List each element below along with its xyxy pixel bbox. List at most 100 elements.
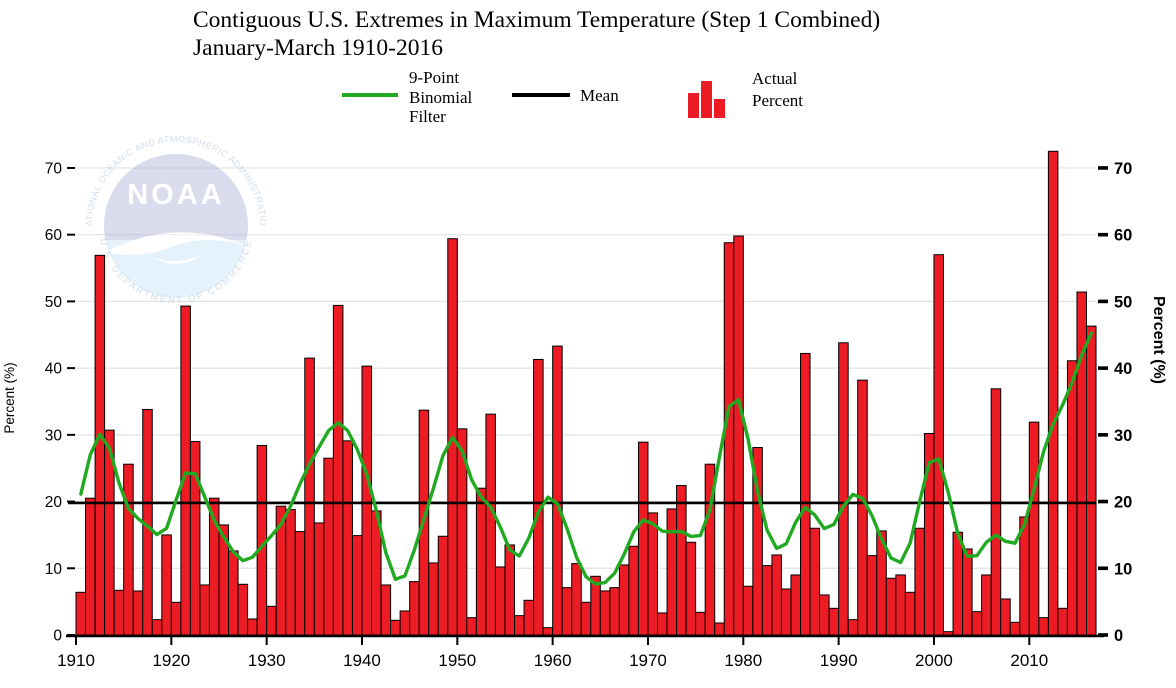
actual-label-line2: Percent: [752, 91, 803, 110]
right-tick-label-40: 40: [1114, 360, 1132, 378]
swatch-bar-1: [688, 93, 699, 118]
left-tick-label-70: 70: [45, 160, 63, 177]
noaa-acronym: NOAA: [127, 179, 224, 211]
x-tick-label-1920: 1920: [152, 651, 190, 670]
bar-1916: [132, 590, 144, 636]
bar-1918: [151, 619, 163, 636]
x-tick-label-1930: 1930: [248, 651, 286, 670]
x-tick-label-1940: 1940: [343, 651, 381, 670]
right-tick-label-60: 60: [1114, 227, 1132, 245]
bar-1979: [733, 235, 744, 636]
right-tick-label-50: 50: [1114, 293, 1132, 311]
bar-1936: [323, 457, 334, 636]
left-tick-label-50: 50: [45, 294, 63, 311]
noaa-logo-bird-icon: [105, 232, 247, 255]
bar-1966: [609, 587, 620, 636]
left-tick-label-0: 0: [53, 628, 62, 645]
bar-1969: [637, 441, 649, 636]
bar-1926: [228, 550, 239, 636]
lines-layer: [68, 331, 1097, 586]
bar-1984: [780, 588, 792, 636]
bar-1962: [571, 563, 582, 636]
bar-2005: [981, 574, 992, 636]
bar-1996: [895, 574, 906, 636]
bar-1971: [657, 612, 668, 636]
bar-1983: [771, 554, 782, 636]
chart-title: Contiguous U.S. Extremes in Maximum Temp…: [193, 6, 880, 62]
left-tick-label-30: 30: [45, 427, 63, 444]
bar-1923: [199, 584, 210, 636]
bar-1970: [647, 512, 659, 636]
bar-1921: [180, 305, 191, 636]
bar-1957: [523, 599, 535, 636]
bar-1975: [695, 611, 706, 636]
bar-1911: [85, 497, 96, 636]
x-tick-label-2000: 2000: [915, 651, 953, 670]
noaa-logo-sky: [104, 153, 249, 240]
bar-1928: [247, 618, 258, 636]
bar-1998: [914, 527, 925, 636]
bar-1922: [189, 441, 201, 636]
mean-line-swatch: [512, 93, 570, 97]
bar-1947: [428, 562, 439, 636]
bar-2013: [1057, 607, 1068, 636]
left-tick-label-60: 60: [45, 227, 63, 244]
bar-1914: [113, 589, 125, 636]
actual-legend-label: Actual Percent: [752, 68, 803, 112]
x-tick-label-1960: 1960: [534, 651, 572, 670]
bar-2014: [1066, 360, 1078, 636]
bar-1963: [580, 601, 592, 636]
filter-line-swatch: [342, 93, 398, 97]
filter-label-line1: 9-Point: [409, 68, 460, 87]
chart-title-line2: January-March 1910-2016: [193, 35, 443, 61]
bar-1939: [351, 535, 363, 636]
bar-1960: [552, 345, 563, 636]
right-tick-label-30: 30: [1114, 427, 1132, 445]
bar-1952: [475, 487, 487, 636]
left-tick-label-20: 20: [45, 494, 63, 511]
x-tick-label-1990: 1990: [820, 651, 858, 670]
bar-2001: [943, 631, 954, 636]
mean-legend-label: Mean: [580, 86, 619, 105]
bar-2010: [1028, 421, 1040, 636]
bar-1920: [170, 601, 182, 636]
right-axis-title: Percent (%): [1150, 296, 1167, 384]
bar-2012: [1047, 150, 1059, 636]
bars-layer: [75, 150, 1097, 636]
bar-1985: [790, 574, 801, 636]
bar-2008: [1009, 621, 1021, 636]
binomial-filter-line: [79, 331, 1094, 586]
bar-1980: [742, 585, 754, 636]
bar-2004: [971, 611, 983, 636]
bar-1972: [666, 508, 678, 636]
bar-2000: [933, 254, 944, 636]
bar-1935: [313, 522, 325, 636]
bar-1958: [533, 358, 544, 636]
bar-1965: [599, 590, 611, 636]
swatch-bar-3: [714, 99, 725, 118]
bar-1993: [866, 555, 878, 636]
actual-bars-swatch-icon: [688, 80, 732, 118]
bar-1986: [800, 352, 811, 636]
swatch-bar-2: [701, 81, 712, 118]
chart-title-line1: Contiguous U.S. Extremes in Maximum Temp…: [193, 7, 881, 33]
bar-1953: [485, 413, 496, 636]
bar-2007: [1000, 598, 1011, 636]
right-tick-label-10: 10: [1114, 560, 1132, 578]
bar-1919: [161, 534, 172, 636]
bar-1978: [723, 242, 735, 636]
bar-1987: [809, 527, 821, 636]
bar-1954: [494, 566, 506, 636]
bar-1988: [819, 594, 830, 636]
bar-1967: [618, 564, 630, 636]
bar-1948: [437, 535, 449, 636]
axes-layer: 0 0 10 10 20 20 30 30 40 40 50 50 60 60 70 70 1910 1920 19…: [45, 160, 1133, 670]
right-tick-label-20: 20: [1114, 494, 1132, 512]
bar-2011: [1038, 617, 1049, 636]
filter-legend-label: 9-Point Binomial Filter: [409, 68, 472, 127]
bar-2016: [1086, 325, 1097, 636]
bar-1991: [847, 619, 859, 636]
x-tick-label-2010: 2010: [1010, 651, 1048, 670]
